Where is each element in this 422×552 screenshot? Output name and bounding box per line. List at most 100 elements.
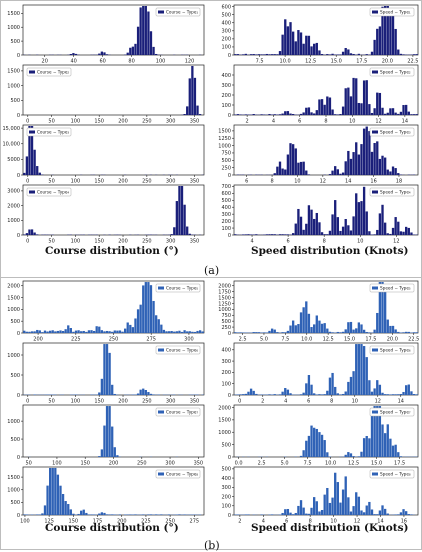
histogram-bar: [373, 330, 375, 333]
histogram-bar: [260, 394, 262, 395]
histogram-bar: [339, 54, 341, 55]
histogram-bar: [44, 505, 46, 515]
histogram-bar: [111, 385, 113, 395]
histogram-bar: [150, 285, 152, 333]
histogram-bar: [376, 514, 378, 515]
x-tick-label: 6: [307, 399, 310, 405]
x-tick-label: 40: [70, 59, 76, 65]
x-tick-label: 0: [238, 399, 241, 405]
x-tick-label: 100: [71, 179, 81, 185]
x-tick-label: 5.0: [260, 337, 268, 343]
x-tick-label: 300: [166, 399, 176, 405]
course-axis-label-a: Course distribution (°): [45, 245, 179, 257]
histogram-bar: [284, 388, 286, 395]
histogram-bar: [352, 506, 354, 515]
histogram-bar: [389, 16, 391, 55]
histogram-bar: [266, 234, 268, 235]
histogram-bar: [308, 436, 310, 457]
histogram-bar: [96, 326, 98, 333]
y-tick-label: 400: [221, 476, 231, 482]
x-tick-label: 100: [71, 119, 81, 125]
histogram-bar: [310, 426, 312, 457]
y-tick-label: 300: [221, 359, 231, 365]
histogram-bar: [371, 152, 373, 175]
x-tick-label: 10: [294, 179, 300, 185]
histogram-bar: [392, 108, 394, 115]
histogram-bar: [36, 330, 38, 333]
histogram-bar: [318, 99, 320, 115]
histogram-bar: [400, 112, 402, 115]
y-tick-label: 1500: [7, 475, 20, 481]
x-tick-label: 15.0: [371, 461, 382, 467]
legend-swatch: [372, 473, 378, 476]
y-tick-label: 0: [228, 331, 231, 337]
histogram-bar: [129, 514, 131, 515]
y-tick-label: 0: [17, 393, 20, 399]
y-tick-label: 1500: [7, 295, 20, 301]
y-tick-label: 1000: [7, 353, 20, 359]
histogram-bar: [389, 234, 391, 235]
histogram-bar: [363, 438, 365, 457]
histogram-bar: [397, 514, 399, 515]
histogram-bar: [70, 54, 72, 55]
legend-swatch: [372, 349, 378, 352]
histogram-bar: [321, 99, 323, 115]
histogram-bar: [98, 392, 100, 395]
histogram-bar: [54, 468, 56, 515]
histogram-bar: [253, 54, 255, 55]
y-tick-label: 1500: [7, 11, 20, 17]
histogram-bar: [392, 228, 394, 235]
histogram-bar: [145, 390, 147, 395]
histogram-bar: [310, 46, 312, 55]
y-tick-label: 0: [228, 455, 231, 461]
y-tick-label: 500: [221, 442, 231, 448]
histogram-bar: [289, 143, 291, 175]
y-tick-label: 300: [221, 29, 231, 35]
x-tick-label: 2.5: [258, 461, 266, 467]
legend-label: Course − Type₃: [37, 130, 69, 135]
histogram-bar: [284, 332, 286, 333]
histogram-bar: [358, 155, 360, 175]
histogram-bar: [326, 452, 328, 457]
histogram-bar: [281, 332, 283, 333]
y-tick-label: 0: [228, 233, 231, 239]
histogram-bar: [410, 514, 412, 515]
y-tick-label: 200: [221, 37, 231, 43]
histogram-bar: [279, 394, 281, 395]
histogram-bar: [302, 307, 304, 333]
x-tick-label: 4: [272, 119, 275, 125]
histogram-bar: [358, 344, 360, 395]
histogram-bar: [297, 506, 299, 515]
x-tick-label: 8: [323, 239, 326, 245]
histogram-bar: [360, 201, 362, 235]
histogram-bar: [329, 54, 331, 55]
y-tick-label: 0: [17, 331, 20, 337]
histogram-bar: [134, 44, 136, 55]
histogram-bar: [394, 329, 396, 333]
histogram-bar: [129, 325, 131, 333]
histogram-bar: [289, 114, 291, 115]
histogram-bar: [373, 108, 375, 115]
histogram-bar: [101, 379, 103, 395]
histogram-bar: [413, 332, 415, 333]
histogram-bar: [358, 202, 360, 235]
x-tick-label: 12: [375, 119, 381, 125]
histogram-bar: [310, 508, 312, 515]
histogram-bar: [289, 513, 291, 515]
histogram-bar: [308, 174, 310, 175]
x-tick-label: 150: [80, 461, 90, 467]
speed-axis-label-a: Speed distribution (Knots): [251, 245, 408, 257]
histogram-bar: [72, 514, 74, 515]
histogram-bar: [31, 229, 33, 235]
y-tick-label: 1500: [7, 69, 20, 75]
x-tick-label: 20.0: [387, 337, 398, 343]
x-tick-label: 12.5: [305, 59, 316, 65]
histogram-bar: [274, 54, 276, 55]
histogram-bar: [62, 331, 64, 333]
histogram-bar: [318, 222, 320, 235]
